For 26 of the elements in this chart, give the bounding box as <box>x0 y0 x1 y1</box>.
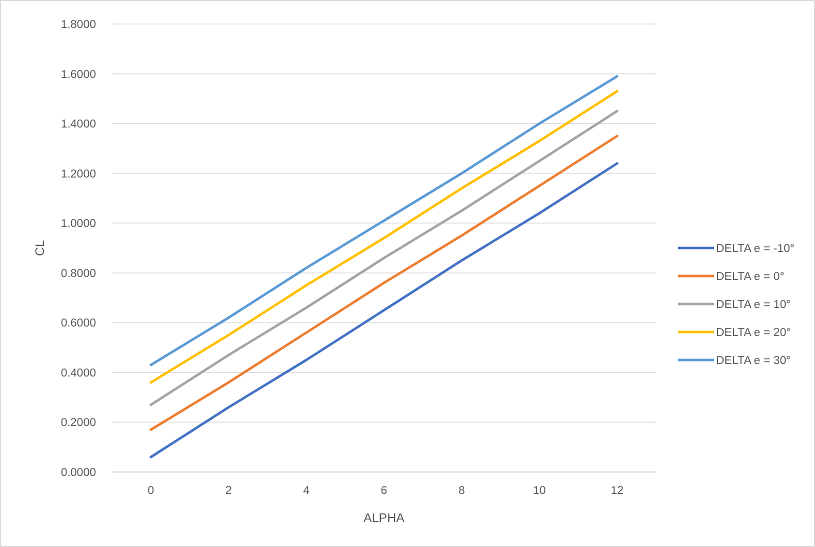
x-tick-label: 6 <box>380 485 388 497</box>
line-series <box>150 162 618 458</box>
y-tick-label: 0.4000 <box>60 367 96 380</box>
x-tick-label: 12 <box>610 485 624 497</box>
legend-label: DELTA e = -10° <box>716 243 795 256</box>
x-tick-label: 0 <box>148 485 154 497</box>
x-tick-label: 2 <box>225 485 232 497</box>
x-tick-label: 4 <box>303 485 310 497</box>
x-tick-label: 10 <box>533 485 546 497</box>
y-tick-label: 1.0000 <box>60 218 96 230</box>
y-tick-label: 1.6000 <box>60 68 96 81</box>
x-axis-title: ALPHA <box>364 511 406 525</box>
y-axis-title: CL <box>33 240 47 256</box>
y-tick-label: 0.8000 <box>60 268 96 280</box>
y-tick-label: 1.4000 <box>60 118 96 131</box>
y-tick-label: 1.8000 <box>60 19 96 32</box>
y-tick-label: 1.2000 <box>60 168 96 180</box>
y-tick-label: 0.2000 <box>60 417 96 430</box>
y-tick-label: 0.0000 <box>60 467 96 480</box>
line-series <box>150 134 618 431</box>
legend-label: DELTA e = 20° <box>716 327 791 340</box>
x-tick-label: 8 <box>458 485 465 497</box>
y-tick-label: 0.6000 <box>60 318 96 330</box>
legend-label: DELTA e = 10° <box>716 299 791 312</box>
legend-label: DELTA e = 0° <box>716 271 784 284</box>
legend-label: DELTA e = 30° <box>716 355 791 368</box>
